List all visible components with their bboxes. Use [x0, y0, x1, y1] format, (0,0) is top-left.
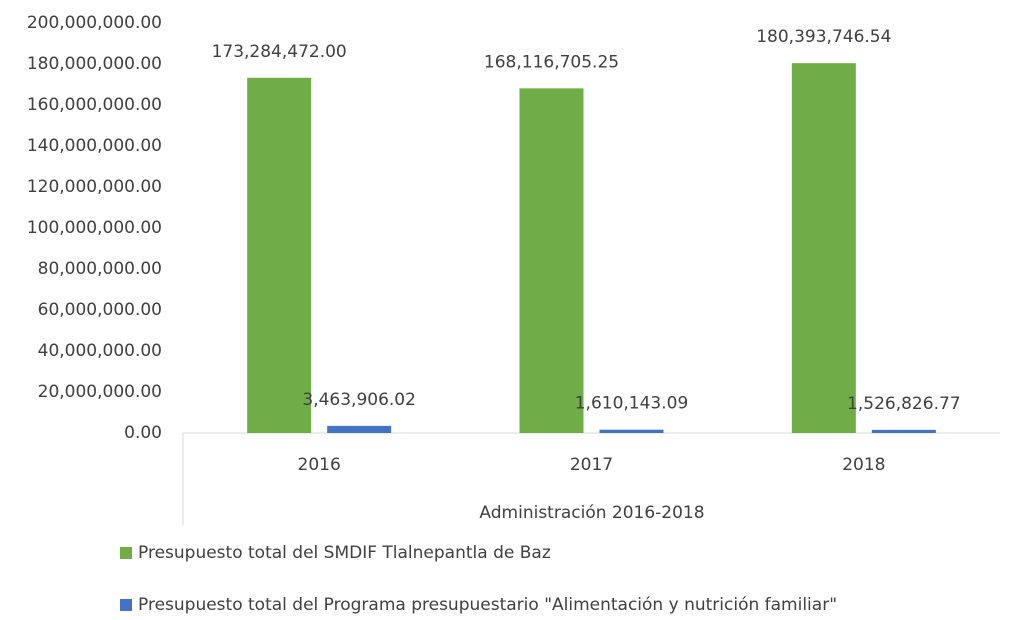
bar [327, 425, 392, 433]
data-label: 180,393,746.54 [756, 27, 891, 47]
y-tick-label: 100,000,000.00 [27, 218, 162, 238]
y-tick-label: 20,000,000.00 [38, 382, 162, 402]
bar [519, 88, 584, 434]
data-label: 1,610,143.09 [575, 394, 689, 414]
y-tick-label: 60,000,000.00 [38, 300, 162, 320]
y-tick-label: 140,000,000.00 [27, 136, 162, 156]
y-tick-label: 0.00 [124, 423, 162, 443]
bar [599, 429, 664, 433]
y-tick-label: 200,000,000.00 [27, 13, 162, 33]
y-tick-label: 160,000,000.00 [27, 95, 162, 115]
bar [247, 77, 312, 433]
legend-label: Presupuesto total del Programa presupues… [138, 595, 837, 615]
y-tick-label: 120,000,000.00 [27, 177, 162, 197]
x-tick-label: 2018 [842, 455, 885, 475]
data-label: 1,526,826.77 [847, 394, 961, 414]
y-tick-label: 80,000,000.00 [38, 259, 162, 279]
y-tick-label: 180,000,000.00 [27, 54, 162, 74]
legend-label: Presupuesto total del SMDIF Tlalnepantla… [138, 543, 551, 563]
data-label: 168,116,705.25 [484, 52, 619, 72]
x-tick-label: 2016 [298, 455, 341, 475]
data-label: 173,284,472.00 [212, 42, 347, 62]
y-tick-label: 40,000,000.00 [38, 341, 162, 361]
category-group-label: Administración 2016-2018 [479, 503, 704, 523]
bar [791, 63, 856, 434]
bar [871, 429, 936, 433]
x-tick-label: 2017 [570, 455, 613, 475]
legend-swatch [120, 599, 132, 611]
data-label: 3,463,906.02 [302, 390, 416, 410]
legend-swatch [120, 547, 132, 559]
